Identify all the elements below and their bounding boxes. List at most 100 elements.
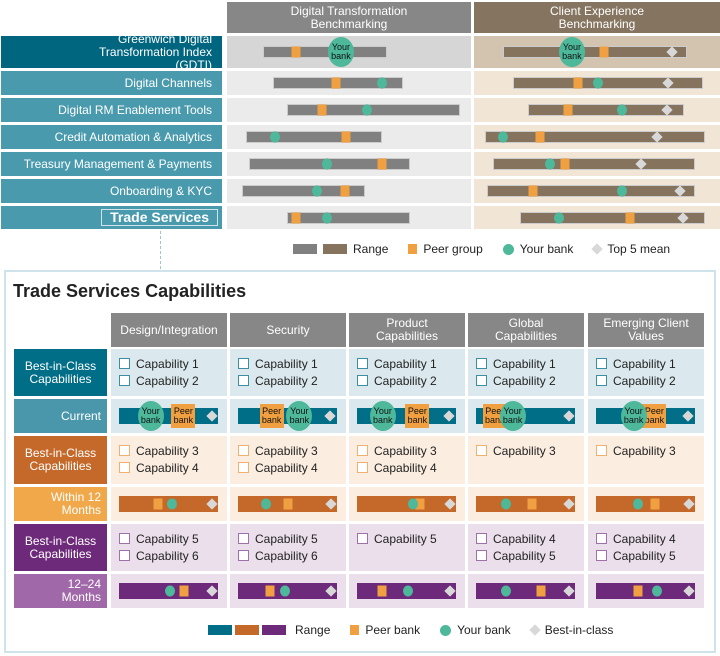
capability-item[interactable]: Capability 4 <box>596 530 696 547</box>
checkbox-icon <box>238 533 249 544</box>
capability-item[interactable]: Capability 3 <box>476 442 576 459</box>
capability-item[interactable]: Capability 2 <box>476 372 576 389</box>
best-in-class-marker <box>682 410 694 422</box>
your-bank-marker <box>362 104 373 116</box>
capability-item[interactable]: Capability 1 <box>238 355 338 372</box>
capability-item[interactable]: Capability 5 <box>357 530 457 547</box>
benchmark-cell <box>474 71 720 95</box>
your-bank-marker: Your bank <box>558 37 585 67</box>
capability-label: Capability 3 <box>613 443 676 458</box>
your-bank-marker <box>270 131 281 143</box>
peer-swatch <box>350 625 360 635</box>
peer-group-marker <box>291 46 301 58</box>
timeframe-cell <box>111 574 227 608</box>
range-bar <box>263 46 388 58</box>
range-bar <box>513 77 704 89</box>
capability-tier-label: Best-in-Class Capabilities <box>14 349 107 396</box>
your-bank-marker <box>545 158 555 170</box>
capability-cell: Capability 1 Capability 2 <box>468 349 584 396</box>
range-bar <box>287 104 460 116</box>
benchmark-column-header: Digital Transformation Benchmarking <box>227 2 471 33</box>
peer-bank-marker: Peer bank <box>405 404 430 428</box>
timeframe-cell: Peer bank Your bank <box>468 399 584 433</box>
peer-group-marker <box>341 131 351 143</box>
benchmark-cell <box>227 206 471 229</box>
your-bank-marker: Your bank <box>327 37 354 67</box>
checkbox-icon <box>238 550 249 561</box>
trade-services-link[interactable]: Trade Services <box>101 209 218 226</box>
range-bar: Peer bank Your bank <box>119 401 218 431</box>
range-bar <box>596 496 695 512</box>
capability-label: Capability 3 <box>493 443 556 458</box>
best-in-class-marker <box>683 498 695 510</box>
capability-item[interactable]: Capability 1 <box>357 355 457 372</box>
best-in-class-marker <box>325 498 337 510</box>
range-bar: Peer bank Your bank <box>596 401 695 431</box>
capability-label: Capability 4 <box>613 531 676 546</box>
best-in-class-marker <box>444 585 456 597</box>
peer-group-marker <box>625 212 635 223</box>
range-bar <box>476 583 575 599</box>
capability-item[interactable]: Capability 6 <box>119 547 219 564</box>
peer-bank-marker <box>633 585 643 597</box>
capability-item[interactable]: Capability 5 <box>119 530 219 547</box>
range-bar <box>246 131 382 143</box>
checkbox-icon <box>357 462 368 473</box>
capability-item[interactable]: Capability 6 <box>238 547 338 564</box>
timeframe-cell: Peer bank Your bank <box>111 399 227 433</box>
capability-item[interactable]: Capability 5 <box>476 547 576 564</box>
benchmark-row-label: Treasury Management & Payments <box>1 152 222 176</box>
capability-item[interactable]: Capability 1 <box>119 355 219 372</box>
capability-label: Capability 5 <box>255 531 318 546</box>
capability-item[interactable]: Capability 5 <box>238 530 338 547</box>
capability-label: Capability 5 <box>136 531 199 546</box>
peer-group-marker <box>560 158 570 170</box>
capability-item[interactable]: Capability 3 <box>238 442 338 459</box>
capability-label: Capability 4 <box>374 460 437 475</box>
range-bar <box>238 583 337 599</box>
range-bar <box>287 211 410 224</box>
checkbox-icon <box>596 358 607 369</box>
capability-item[interactable]: Capability 3 <box>596 442 696 459</box>
checkbox-icon <box>119 445 130 456</box>
range-bar: Peer bank Your bank <box>238 401 337 431</box>
benchmark-cell: Your bank <box>227 36 471 68</box>
capability-label: Capability 6 <box>136 548 199 563</box>
capability-item[interactable]: Capability 4 <box>476 530 576 547</box>
capability-item[interactable]: Capability 4 <box>238 459 338 476</box>
best-in-class-marker <box>683 585 695 597</box>
your-bank-marker <box>500 498 511 510</box>
trade-title: Trade Services Capabilities <box>13 281 247 301</box>
range-bar <box>238 496 337 512</box>
capability-item[interactable]: Capability 3 <box>357 442 457 459</box>
your-bank-marker <box>167 498 178 510</box>
range-bar <box>241 185 366 197</box>
your-bank-marker: Your bank <box>499 401 526 431</box>
timeframe-cell <box>468 487 584 521</box>
checkbox-icon <box>596 445 607 456</box>
capability-item[interactable]: Capability 1 <box>476 355 576 372</box>
capability-cell: Capability 3 Capability 4 <box>111 436 227 484</box>
capability-item[interactable]: Capability 4 <box>119 459 219 476</box>
peer-bank-marker <box>415 498 425 510</box>
benchmark-row-label: Digital Channels <box>1 71 222 95</box>
capability-item[interactable]: Capability 2 <box>238 372 338 389</box>
capability-item[interactable]: Capability 2 <box>119 372 219 389</box>
capability-item[interactable]: Capability 2 <box>357 372 457 389</box>
peer-bank-marker <box>283 498 293 510</box>
range-swatch-gray <box>293 244 317 254</box>
capability-item[interactable]: Capability 5 <box>596 547 696 564</box>
capability-label: Capability 1 <box>374 356 437 371</box>
range-swatch-teal <box>208 625 232 635</box>
diamond-swatch <box>591 243 604 255</box>
best-in-class-marker <box>206 498 218 510</box>
range-bar <box>487 185 695 197</box>
capability-item[interactable]: Capability 2 <box>596 372 696 389</box>
capability-item[interactable]: Capability 3 <box>119 442 219 459</box>
capability-item[interactable]: Capability 1 <box>596 355 696 372</box>
capability-label: Capability 3 <box>374 443 437 458</box>
range-swatch-brown <box>323 244 347 254</box>
trade-column-header: Design/Integration <box>111 313 227 347</box>
capability-label: Capability 2 <box>255 373 318 388</box>
capability-item[interactable]: Capability 4 <box>357 459 457 476</box>
